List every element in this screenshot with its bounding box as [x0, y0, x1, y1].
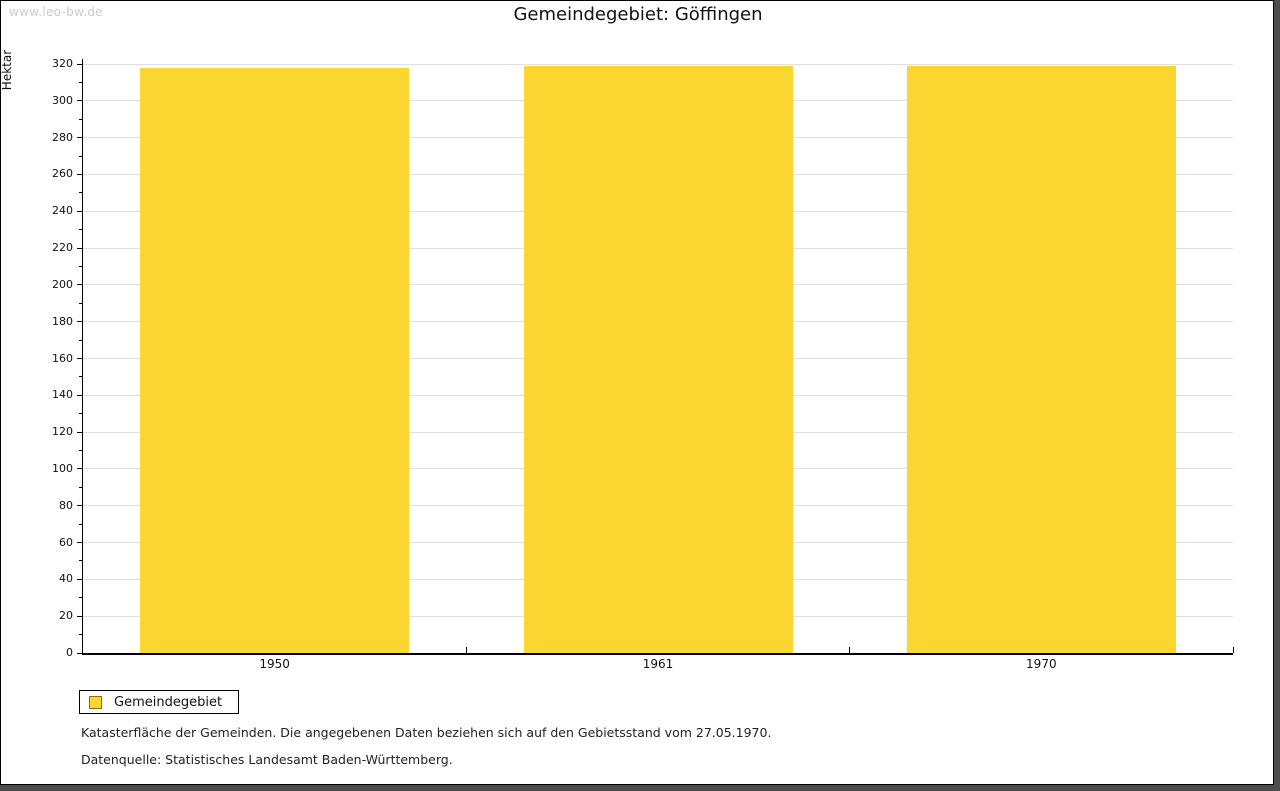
- bar-1950: [140, 67, 410, 653]
- y-minor-tick: [79, 486, 83, 488]
- y-tick-label: 260: [52, 167, 73, 181]
- x-tick-label: 1961: [642, 657, 674, 671]
- legend-label: Gemeindegebiet: [114, 694, 223, 710]
- y-major-tick: [77, 63, 83, 65]
- y-minor-tick: [79, 413, 83, 415]
- y-tick-label: 240: [52, 204, 73, 218]
- y-tick-label: 200: [52, 277, 73, 291]
- x-tick-label: 1970: [1026, 657, 1057, 671]
- x-tick: [849, 647, 851, 653]
- y-major-tick: [77, 321, 83, 323]
- footnote-data-source: Datenquelle: Statistisches Landesamt Bad…: [81, 752, 453, 767]
- legend-box: Gemeindegebiet: [79, 690, 240, 714]
- y-tick-label: 40: [59, 572, 73, 586]
- legend-swatch-icon: [89, 695, 102, 709]
- bar-1961: [523, 65, 793, 653]
- y-tick-label: 220: [52, 241, 73, 255]
- gridline: [83, 63, 1233, 65]
- y-tick-label: 280: [52, 130, 73, 144]
- y-minor-tick: [79, 192, 83, 194]
- y-major-tick: [77, 431, 83, 433]
- y-tick-label: 300: [52, 93, 73, 107]
- x-tick-label: 1950: [259, 657, 290, 671]
- y-axis-title: Hektar: [0, 49, 14, 91]
- y-major-tick: [77, 173, 83, 175]
- watermark-text: www.leo-bw.de: [9, 5, 103, 19]
- y-major-tick: [77, 394, 83, 396]
- y-tick-label: 120: [52, 425, 73, 439]
- y-minor-tick: [79, 118, 83, 120]
- y-tick-label: 20: [59, 609, 73, 623]
- y-major-tick: [77, 468, 83, 470]
- y-major-tick: [77, 137, 83, 139]
- y-major-tick: [77, 210, 83, 212]
- y-major-tick: [77, 615, 83, 617]
- y-tick-label: 180: [52, 314, 73, 328]
- y-tick-label: 160: [52, 351, 73, 365]
- y-tick-label: 100: [52, 461, 73, 475]
- y-major-tick: [77, 505, 83, 507]
- x-tick: [1232, 647, 1234, 653]
- y-major-tick: [77, 284, 83, 286]
- y-major-tick: [77, 100, 83, 102]
- bar-1970: [906, 65, 1176, 653]
- chart-title: Gemeindegebiet: Göffingen: [513, 4, 763, 25]
- y-minor-tick: [79, 523, 83, 525]
- y-minor-tick: [79, 560, 83, 562]
- y-minor-tick: [79, 155, 83, 157]
- y-tick-label: 60: [59, 535, 73, 549]
- y-minor-tick: [79, 339, 83, 341]
- y-minor-tick: [79, 634, 83, 636]
- y-minor-tick: [79, 376, 83, 378]
- y-minor-tick: [79, 81, 83, 83]
- y-major-tick: [77, 578, 83, 580]
- y-tick-label: 0: [66, 646, 73, 659]
- x-axis-line: [82, 653, 1233, 655]
- footnote-source-note: Katasterfläche der Gemeinden. Die angege…: [81, 725, 772, 740]
- y-major-tick: [77, 358, 83, 359]
- y-minor-tick: [79, 229, 83, 231]
- y-minor-tick: [79, 597, 83, 599]
- y-minor-tick: [79, 302, 83, 304]
- y-tick-label: 140: [52, 388, 73, 402]
- y-major-tick: [77, 542, 83, 544]
- y-tick-label: 80: [59, 498, 73, 512]
- y-major-tick: [77, 247, 83, 249]
- y-minor-tick: [79, 450, 83, 452]
- x-tick: [465, 647, 467, 653]
- y-axis-line: [82, 59, 83, 655]
- y-minor-tick: [79, 265, 83, 267]
- y-tick-label: 320: [52, 57, 73, 70]
- y-major-tick: [77, 652, 83, 654]
